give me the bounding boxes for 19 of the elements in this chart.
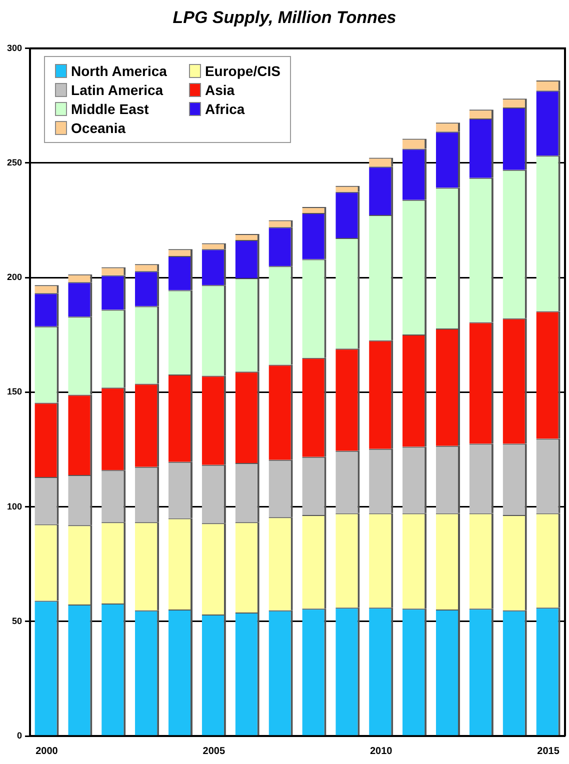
- y-tick-label: 300: [6, 42, 22, 53]
- chart-title: LPG Supply, Million Tonnes: [172, 8, 396, 27]
- legend-label: Asia: [204, 82, 235, 98]
- x-tick-label: 2005: [202, 746, 226, 757]
- y-tick-label: 0: [17, 730, 22, 740]
- legend-label: Europe/CIS: [204, 63, 280, 80]
- legend-label: Middle East: [71, 101, 149, 118]
- legend-label: Oceania: [71, 120, 126, 136]
- y-tick-label: 50: [12, 616, 22, 626]
- legend-label: Africa: [204, 101, 245, 118]
- y-tick-label: 100: [6, 501, 22, 512]
- x-tick-label: 2010: [370, 746, 393, 757]
- x-tick-label: 2000: [36, 746, 58, 757]
- y-tick-label: 200: [6, 272, 22, 282]
- x-tick-label: 2015: [537, 746, 560, 757]
- legend-label: Latin America: [71, 82, 164, 98]
- legend-label: North America: [71, 63, 167, 80]
- y-tick-label: 150: [6, 386, 22, 397]
- y-tick-label: 250: [6, 157, 22, 168]
